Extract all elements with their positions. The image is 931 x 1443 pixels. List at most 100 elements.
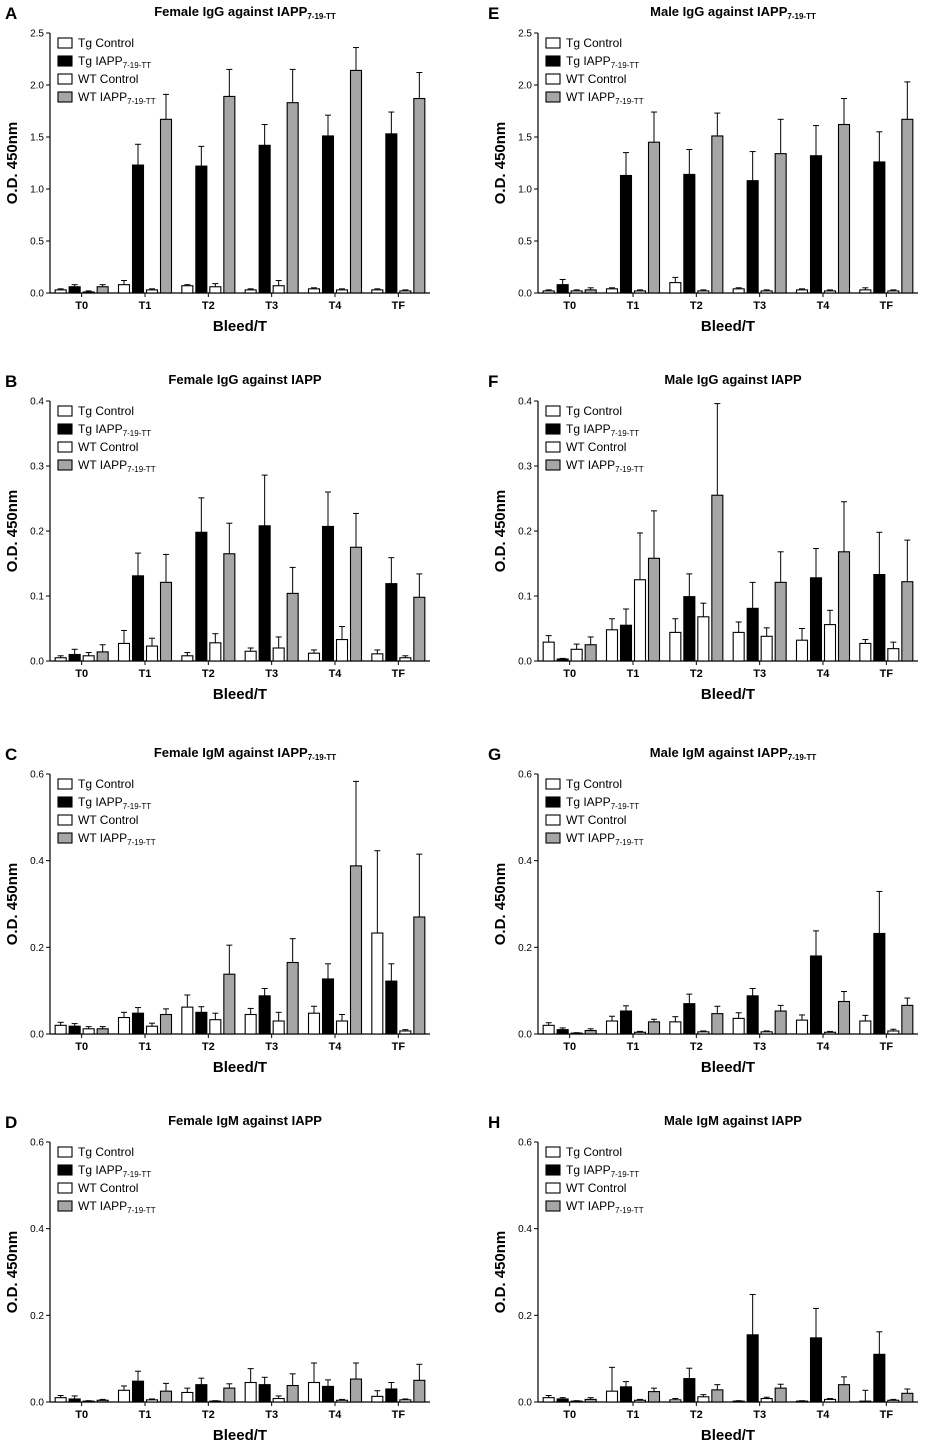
- panel-title: Female IgM against IAPP7-19-TT: [154, 745, 336, 762]
- x-tick-label: T2: [690, 1409, 703, 1421]
- bar-t4-series-2: [809, 955, 823, 1035]
- bar-t0-series-4: [96, 1028, 109, 1035]
- x-tick-label: T2: [202, 1409, 215, 1421]
- bar-t2-series-1: [669, 282, 682, 294]
- bar-t1-series-4: [159, 1013, 173, 1035]
- legend-label: Tg IAPP7-19-TT: [78, 54, 151, 70]
- bar-t2-series-2: [683, 1378, 696, 1403]
- bar-t0-series-2: [68, 286, 81, 294]
- bar-t3-series-1: [244, 1013, 257, 1035]
- legend-swatch: [57, 832, 73, 844]
- bar-t0-series-1: [54, 1397, 67, 1403]
- bar-t1-series-2: [619, 1010, 633, 1035]
- bar-t0-series-2: [556, 658, 569, 662]
- panel-title-subscript: 7-19-TT: [788, 753, 817, 762]
- panel-title-subscript: 7-19-TT: [787, 12, 816, 21]
- panel-letter: E: [488, 4, 499, 23]
- bar-t2-series-3: [209, 642, 222, 662]
- bar-t2-series-4: [223, 95, 236, 294]
- bar-t3-series-2: [258, 1384, 271, 1403]
- panel-letter: D: [5, 1113, 17, 1132]
- bar-t3-series-2: [258, 144, 271, 294]
- panel-d: D Female IgM against IAPP 0.0 0.2 0.4 0.6 O.D.…: [4, 1113, 430, 1443]
- bar-t2-series-4: [223, 553, 236, 662]
- bar-t1-series-4: [159, 1390, 173, 1403]
- x-tick-label: T1: [627, 668, 640, 680]
- x-tick-label: T1: [139, 668, 152, 680]
- bar-t0-series-3: [570, 290, 583, 294]
- x-tick-label: T0: [563, 1409, 576, 1421]
- x-tick-label: TF: [880, 300, 894, 312]
- y-axis-label: O.D. 450nm: [492, 122, 509, 205]
- legend-label-subscript: 7-19-TT: [127, 1206, 156, 1215]
- legend-label: WT Control: [566, 1181, 626, 1195]
- legend-label-text: Tg IAPP: [78, 54, 123, 68]
- legend-label-subscript: 7-19-TT: [123, 429, 152, 438]
- x-tick-label: T4: [817, 1409, 831, 1421]
- bar-tf-series-4: [901, 581, 914, 662]
- legend-label: Tg IAPP7-19-TT: [566, 1163, 639, 1179]
- panel-title: Female IgG against IAPP: [168, 372, 321, 387]
- legend-swatch: [545, 1182, 561, 1194]
- y-tick-label: 0.0: [30, 289, 44, 300]
- bar-tf-series-4: [413, 596, 426, 662]
- bar-t1-series-3: [145, 1025, 159, 1035]
- legend-swatch: [57, 1200, 73, 1212]
- x-tick-label: T4: [329, 1041, 343, 1053]
- bar-t1-series-3: [145, 1399, 159, 1403]
- bar-t2-series-3: [697, 1031, 710, 1035]
- legend-swatch: [545, 441, 561, 453]
- bar-tf-series-2: [385, 583, 398, 662]
- x-axis-label: Bleed/T: [213, 686, 267, 703]
- bar-tf-series-4: [901, 118, 914, 294]
- bar-tf-series-1: [371, 653, 384, 662]
- bar-t0-series-2: [556, 1398, 569, 1403]
- y-axis-label: O.D. 450nm: [4, 490, 21, 573]
- legend-label-text: Tg Control: [78, 1145, 134, 1159]
- legend-label: WT IAPP7-19-TT: [566, 458, 644, 474]
- bar-t3-series-4: [286, 1384, 299, 1403]
- bar-t2-series-2: [683, 1003, 696, 1035]
- bar-t2-series-3: [697, 290, 710, 294]
- panel-title-text: Female IgM against IAPP: [154, 745, 308, 760]
- legend-swatch: [545, 796, 561, 808]
- y-tick-label: 2.5: [30, 29, 44, 40]
- legend-label-text: WT Control: [566, 72, 626, 86]
- x-tick-label: TF: [392, 1409, 406, 1421]
- panel-f: F Male IgG against IAPP 0.0 0.1 0.2 0.3 0.4 O.D…: [488, 372, 918, 703]
- x-tick-label: T4: [817, 668, 831, 680]
- legend-label-text: WT Control: [566, 1181, 626, 1195]
- legend-swatch: [57, 778, 73, 790]
- legend-label-text: WT IAPP: [78, 458, 127, 472]
- bar-t3-series-4: [774, 153, 787, 294]
- bar-t4-series-4: [837, 1384, 851, 1403]
- x-tick-label: T3: [265, 300, 278, 312]
- bar-t1-series-4: [647, 557, 661, 662]
- bar-tf-series-3: [887, 1399, 900, 1403]
- bar-tf-series-2: [873, 1353, 886, 1403]
- bar-t1-series-2: [131, 575, 145, 662]
- bar-t2-series-2: [195, 165, 208, 294]
- legend-label: WT IAPP7-19-TT: [78, 458, 156, 474]
- bar-t0-series-4: [96, 1399, 109, 1403]
- bar-t3-series-1: [244, 650, 257, 662]
- y-tick-label: 0.0: [30, 657, 44, 668]
- panel-title-text: Female IgG against IAPP: [154, 4, 307, 19]
- panel-title: Female IgG against IAPP7-19-TT: [154, 4, 336, 21]
- bar-t2-series-1: [181, 1391, 194, 1403]
- bar-t1-series-3: [633, 1399, 647, 1403]
- bar-t4-series-4: [837, 123, 851, 294]
- legend-label-subscript: 7-19-TT: [615, 97, 644, 106]
- x-tick-label: T1: [627, 300, 640, 312]
- bar-t0-series-3: [570, 648, 583, 662]
- x-tick-label: TF: [880, 1041, 894, 1053]
- bar-tf-series-2: [873, 161, 886, 294]
- bar-t0-series-4: [584, 644, 597, 662]
- bar-t2-series-1: [181, 285, 194, 294]
- y-tick-label: 0.2: [518, 1311, 532, 1322]
- bar-t2-series-2: [683, 173, 696, 294]
- bar-t3-series-2: [746, 995, 759, 1035]
- legend-swatch: [545, 459, 561, 471]
- bar-t4-series-2: [809, 155, 823, 294]
- bar-tf-series-1: [371, 1395, 384, 1403]
